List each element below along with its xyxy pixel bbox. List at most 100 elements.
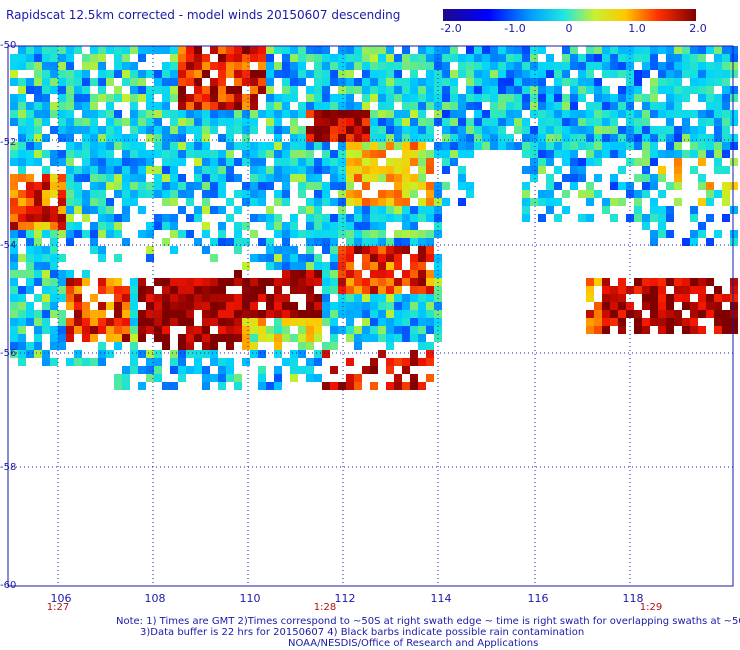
wind-cell: [210, 190, 218, 198]
wind-cell: [226, 214, 234, 222]
wind-cell: [394, 166, 402, 174]
wind-cell: [250, 158, 258, 166]
wind-cell: [178, 126, 186, 134]
wind-cell: [218, 134, 226, 142]
wind-cell: [226, 310, 234, 318]
wind-cell: [706, 110, 714, 118]
wind-cell: [410, 262, 418, 270]
wind-cell: [186, 102, 194, 110]
wind-cell: [98, 182, 106, 190]
wind-cell: [650, 182, 658, 190]
wind-cell: [354, 270, 362, 278]
wind-cell: [290, 262, 298, 270]
wind-cell: [554, 142, 562, 150]
wind-cell: [634, 86, 642, 94]
wind-cell: [34, 278, 42, 286]
colorbar-label: -1.0: [504, 22, 526, 35]
wind-cell: [706, 118, 714, 126]
wind-cell: [378, 246, 386, 254]
wind-cell: [178, 150, 186, 158]
wind-cell: [242, 318, 250, 326]
wind-cell: [194, 286, 202, 294]
wind-cell: [482, 86, 490, 94]
wind-cell: [682, 326, 690, 334]
wind-cell: [218, 326, 226, 334]
wind-cell: [370, 270, 378, 278]
wind-cell: [290, 166, 298, 174]
wind-cell: [698, 134, 706, 142]
wind-cell: [58, 54, 66, 62]
wind-cell: [266, 254, 274, 262]
wind-cell: [306, 150, 314, 158]
wind-cell: [146, 230, 154, 238]
wind-cell: [234, 222, 242, 230]
wind-cell: [98, 318, 106, 326]
wind-cell: [10, 350, 18, 358]
wind-cell: [490, 62, 498, 70]
wind-cell: [202, 246, 210, 254]
wind-cell: [130, 174, 138, 182]
wind-cell: [258, 374, 266, 382]
wind-cell: [730, 238, 738, 246]
wind-cell: [418, 238, 426, 246]
wind-cell: [242, 46, 250, 54]
wind-cell: [114, 86, 122, 94]
wind-cell: [538, 126, 546, 134]
wind-cell: [722, 54, 730, 62]
wind-cell: [586, 126, 594, 134]
wind-cell: [258, 182, 266, 190]
wind-cell: [714, 294, 722, 302]
wind-cell: [226, 238, 234, 246]
wind-cell: [658, 102, 666, 110]
wind-cell: [682, 126, 690, 134]
wind-cell: [306, 238, 314, 246]
wind-cell: [474, 78, 482, 86]
wind-cell: [330, 278, 338, 286]
wind-cell: [394, 238, 402, 246]
wind-cell: [410, 374, 418, 382]
wind-cell: [202, 110, 210, 118]
wind-cell: [258, 70, 266, 78]
wind-cell: [146, 302, 154, 310]
wind-cell: [82, 214, 90, 222]
wind-cell: [82, 150, 90, 158]
wind-cell: [402, 222, 410, 230]
wind-cell: [130, 94, 138, 102]
wind-cell: [58, 278, 66, 286]
wind-cell: [370, 326, 378, 334]
wind-cell: [378, 230, 386, 238]
wind-cell: [154, 46, 162, 54]
wind-cell: [74, 126, 82, 134]
wind-cell: [658, 134, 666, 142]
wind-cell: [386, 358, 394, 366]
wind-cell: [706, 198, 714, 206]
wind-cell: [170, 94, 178, 102]
wind-cell: [482, 70, 490, 78]
wind-cell: [378, 262, 386, 270]
wind-cell: [114, 46, 122, 54]
wind-cell: [26, 134, 34, 142]
wind-cell: [330, 70, 338, 78]
wind-cell: [330, 230, 338, 238]
wind-cell: [418, 286, 426, 294]
wind-cell: [50, 310, 58, 318]
wind-cell: [354, 110, 362, 118]
wind-cell: [362, 206, 370, 214]
wind-cell: [306, 334, 314, 342]
wind-cell: [138, 318, 146, 326]
wind-cell: [298, 62, 306, 70]
wind-cell: [10, 270, 18, 278]
wind-cell: [442, 46, 450, 54]
wind-cell: [82, 174, 90, 182]
wind-cell: [26, 46, 34, 54]
wind-cell: [298, 230, 306, 238]
wind-cell: [18, 46, 26, 54]
wind-cell: [34, 86, 42, 94]
wind-cell: [362, 46, 370, 54]
wind-cell: [26, 118, 34, 126]
wind-cell: [642, 134, 650, 142]
wind-cell: [322, 382, 330, 390]
wind-cell: [314, 278, 322, 286]
wind-cell: [338, 174, 346, 182]
wind-cell: [258, 278, 266, 286]
